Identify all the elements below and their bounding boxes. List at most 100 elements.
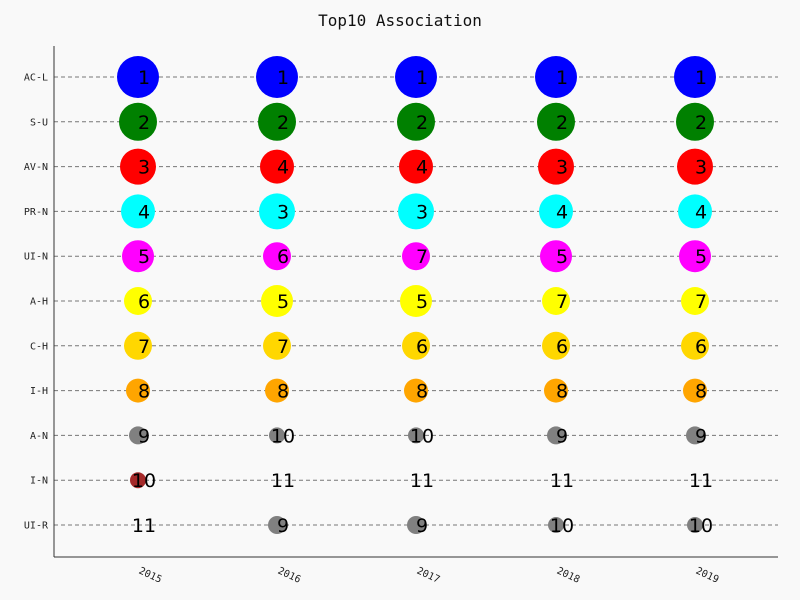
rank-label: 4	[138, 201, 150, 223]
rank-label: 8	[277, 381, 289, 403]
data-point	[121, 194, 155, 229]
y-tick-label: I-N	[30, 476, 48, 487]
data-point	[269, 427, 285, 444]
data-point	[395, 56, 437, 98]
rank-label: 6	[695, 336, 707, 358]
data-point	[399, 149, 433, 184]
data-point	[540, 240, 572, 273]
rank-label: 8	[138, 381, 150, 403]
rank-label: 1	[277, 67, 289, 89]
data-point	[263, 331, 291, 360]
x-tick-labels: 2015 2016 2017 2018 2019	[137, 566, 720, 586]
data-point	[117, 56, 159, 98]
data-point	[261, 285, 293, 317]
rank-label: 11	[271, 470, 295, 492]
rank-label: 3	[556, 157, 568, 179]
rank-label: 2	[416, 112, 428, 134]
rank-label: 9	[138, 425, 150, 447]
rank-label: 11	[410, 470, 434, 492]
gridlines	[54, 76, 778, 526]
rank-label: 7	[416, 246, 428, 268]
rank-label: 6	[138, 291, 150, 313]
data-point	[679, 240, 711, 273]
data-point	[683, 378, 707, 403]
rank-label: 3	[416, 201, 428, 223]
rank-label: 7	[138, 336, 150, 358]
rank-label: 5	[556, 246, 568, 268]
data-point	[259, 193, 295, 230]
data-point	[397, 102, 435, 141]
rank-label: 2	[556, 112, 568, 134]
y-tick-label: I-H	[30, 386, 48, 397]
data-point	[544, 378, 568, 403]
y-tick-label: S-U	[30, 117, 48, 128]
data-point	[686, 426, 704, 445]
data-point	[268, 516, 286, 534]
rank-label: 6	[556, 336, 568, 358]
data-point	[548, 517, 564, 533]
rank-label: 7	[695, 291, 707, 313]
rank-label: 10	[410, 425, 434, 447]
data-point	[677, 148, 713, 185]
data-points	[117, 56, 716, 534]
data-point	[538, 148, 574, 185]
x-tick-label: 2016	[276, 566, 302, 586]
rank-label: 3	[138, 157, 150, 179]
data-point	[681, 331, 709, 360]
data-point	[258, 102, 296, 141]
data-point	[122, 240, 154, 273]
rank-label: 11	[689, 470, 713, 492]
data-point	[124, 331, 152, 360]
data-point	[130, 472, 146, 489]
rank-label: 1	[556, 67, 568, 89]
rank-label: 8	[416, 381, 428, 403]
data-point	[678, 194, 712, 229]
data-point	[676, 102, 714, 141]
data-point	[537, 102, 575, 141]
data-point	[263, 242, 291, 271]
rank-label: 2	[695, 112, 707, 134]
y-tick-label: A-N	[30, 431, 48, 442]
data-point	[404, 378, 428, 403]
rank-label: 8	[556, 381, 568, 403]
data-point	[687, 517, 703, 533]
rank-label: 4	[277, 157, 289, 179]
data-point	[260, 149, 294, 184]
rank-label: 9	[556, 425, 568, 447]
data-point	[674, 56, 716, 98]
data-point	[407, 516, 425, 534]
rank-label: 3	[277, 201, 289, 223]
y-tick-label: AV-N	[24, 162, 48, 173]
x-tick-label: 2015	[137, 566, 163, 586]
y-tick-label: UI-R	[24, 521, 49, 532]
data-point	[129, 426, 147, 445]
rank-label: 5	[416, 291, 428, 313]
rank-label: 7	[277, 336, 289, 358]
data-point	[535, 56, 577, 98]
data-point	[402, 242, 430, 271]
rank-label: 4	[416, 157, 428, 179]
data-point	[126, 378, 150, 403]
rank-label: 8	[695, 381, 707, 403]
y-tick-label: PR-N	[24, 207, 48, 218]
rank-label: 2	[138, 112, 150, 134]
data-point	[402, 331, 430, 360]
rank-label: 11	[550, 470, 574, 492]
rank-label: 6	[277, 246, 289, 268]
data-point	[120, 148, 156, 185]
data-point	[542, 331, 570, 360]
data-point	[256, 56, 298, 98]
y-tick-label: C-H	[30, 341, 48, 352]
rank-label: 2	[277, 112, 289, 134]
data-point	[265, 378, 289, 403]
rank-label: 10	[689, 515, 713, 537]
x-tick-label: 2019	[694, 566, 720, 586]
rank-label: 1	[416, 67, 428, 89]
rank-label: 9	[695, 425, 707, 447]
x-tick-label: 2018	[555, 566, 581, 586]
data-point	[547, 426, 565, 445]
data-point	[124, 287, 152, 315]
rank-label: 11	[132, 515, 156, 537]
rank-label: 10	[271, 425, 295, 447]
